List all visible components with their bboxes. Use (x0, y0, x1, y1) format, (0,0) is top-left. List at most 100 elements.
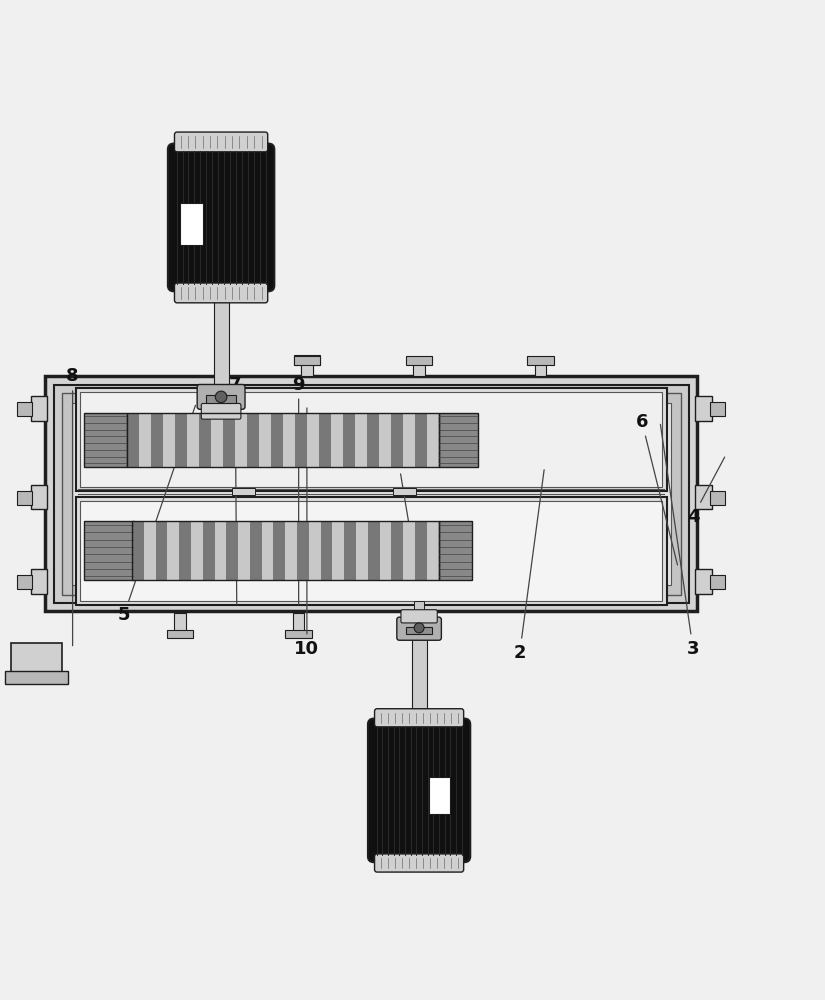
Bar (62, 393, 681, 595)
Bar (301, 358, 313, 376)
Bar (11, 643, 62, 672)
Bar (127, 413, 139, 467)
Bar (84, 413, 127, 467)
Bar (167, 630, 193, 638)
Bar (285, 630, 312, 638)
Text: 6: 6 (635, 413, 677, 565)
Bar (439, 521, 472, 580)
FancyBboxPatch shape (201, 403, 241, 419)
Bar (271, 413, 283, 467)
Bar (250, 521, 262, 580)
Bar (127, 413, 439, 467)
Bar (368, 521, 380, 580)
Bar (355, 413, 366, 467)
Bar (144, 521, 156, 580)
Bar (366, 413, 379, 467)
FancyBboxPatch shape (197, 384, 245, 409)
Bar (413, 613, 425, 631)
Bar (695, 396, 712, 421)
Bar (54, 385, 689, 603)
Bar (293, 613, 304, 631)
Bar (415, 413, 427, 467)
Bar (175, 413, 187, 467)
Bar (187, 413, 199, 467)
Text: 9: 9 (292, 375, 305, 604)
Bar (179, 521, 191, 580)
Bar (199, 413, 211, 467)
Text: 10: 10 (295, 408, 319, 658)
Bar (429, 777, 450, 814)
Bar (332, 521, 344, 580)
Circle shape (414, 623, 424, 633)
Bar (132, 521, 144, 580)
Bar (406, 356, 432, 365)
Bar (391, 521, 403, 580)
Bar (331, 413, 342, 467)
FancyBboxPatch shape (175, 132, 268, 152)
Bar (215, 418, 227, 430)
Bar (344, 521, 356, 580)
Bar (412, 638, 427, 711)
Bar (262, 521, 274, 580)
Bar (76, 497, 667, 605)
Bar (17, 402, 32, 416)
Bar (406, 627, 432, 634)
Text: 3: 3 (660, 424, 700, 658)
Bar (5, 671, 68, 684)
FancyBboxPatch shape (401, 610, 437, 623)
FancyBboxPatch shape (175, 283, 268, 303)
Bar (45, 376, 697, 611)
Bar (318, 413, 331, 467)
Bar (17, 575, 32, 589)
Bar (84, 521, 134, 580)
Bar (283, 413, 295, 467)
Text: 5: 5 (117, 405, 196, 624)
Bar (191, 521, 203, 580)
Bar (427, 521, 439, 580)
Text: 2: 2 (513, 470, 544, 662)
Bar (321, 521, 332, 580)
Bar (17, 491, 32, 505)
Bar (356, 521, 368, 580)
Bar (710, 575, 725, 589)
FancyBboxPatch shape (168, 144, 274, 291)
Bar (31, 485, 47, 509)
Bar (535, 360, 546, 376)
Bar (403, 413, 415, 467)
Bar (238, 521, 250, 580)
Bar (380, 521, 391, 580)
FancyBboxPatch shape (397, 617, 441, 640)
Bar (139, 413, 151, 467)
Text: 4: 4 (686, 457, 724, 526)
Bar (181, 203, 204, 245)
Bar (174, 613, 186, 631)
Bar (235, 413, 247, 467)
Bar (223, 413, 235, 467)
Bar (439, 413, 478, 467)
Bar (294, 356, 320, 365)
Bar (31, 569, 47, 594)
Bar (695, 485, 712, 509)
Bar (295, 413, 307, 467)
FancyBboxPatch shape (375, 854, 464, 872)
Bar (72, 403, 671, 585)
Bar (132, 521, 439, 580)
Bar (226, 521, 238, 580)
Bar (294, 355, 320, 365)
Bar (211, 413, 223, 467)
Bar (309, 521, 321, 580)
Text: 7: 7 (229, 375, 242, 604)
FancyBboxPatch shape (375, 709, 464, 727)
Bar (710, 491, 725, 505)
Bar (710, 402, 725, 416)
Bar (76, 388, 667, 491)
Bar (527, 356, 554, 365)
Bar (151, 413, 163, 467)
Bar (80, 501, 662, 601)
Circle shape (215, 391, 227, 403)
Bar (301, 360, 313, 376)
Bar (156, 521, 167, 580)
FancyBboxPatch shape (368, 719, 470, 862)
Bar (203, 521, 214, 580)
Bar (206, 395, 236, 403)
